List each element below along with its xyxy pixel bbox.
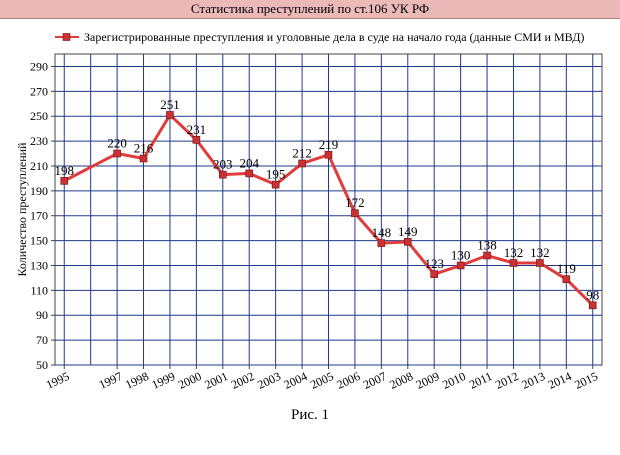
x-tick-label: 2005 <box>308 369 336 392</box>
y-tick-label: 250 <box>30 109 48 123</box>
x-tick-label: 2003 <box>255 369 283 392</box>
x-tick-label: 1998 <box>123 369 151 392</box>
x-tick-label: 2012 <box>493 369 521 392</box>
data-label: 231 <box>187 122 207 137</box>
data-label: 198 <box>54 163 74 178</box>
data-point <box>245 169 254 178</box>
data-point <box>377 239 386 247</box>
data-point <box>483 251 491 260</box>
y-axis-label: Количество преступлений <box>15 142 29 277</box>
line-chart: 50 70 90 110 130 150 170 190 210 230 250 270 290 1995… <box>15 30 603 392</box>
x-tick-label: 2011 <box>467 369 494 392</box>
y-tick-label: 270 <box>30 84 48 98</box>
figure-caption: Рис. 1 <box>290 407 330 423</box>
legend-label: Зарегистрированные преступления и уголов… <box>84 30 584 44</box>
chart-title: Статистика преступлений по ст.106 УК РФ <box>190 1 430 16</box>
x-tick-label: 2014 <box>546 369 574 392</box>
x-tick-label: 2009 <box>414 369 442 392</box>
data-point <box>351 209 359 218</box>
data-point <box>271 180 280 189</box>
data-label: 98 <box>586 287 599 302</box>
data-point <box>509 259 518 267</box>
data-point <box>60 177 69 185</box>
data-label: 251 <box>160 97 180 112</box>
y-tick-label: 290 <box>30 59 48 73</box>
y-tick-label: 70 <box>36 333 48 347</box>
data-label: 204 <box>239 155 259 170</box>
chart-title-bar: Статистика преступлений по ст.106 УК РФ <box>0 0 620 19</box>
x-tick-label: 2010 <box>440 369 468 392</box>
y-tick-label: 90 <box>36 308 48 322</box>
data-point <box>298 159 306 168</box>
x-tick-label: 1997 <box>97 369 125 392</box>
data-label: 130 <box>451 247 471 262</box>
data-point <box>139 154 148 163</box>
y-tick-label: 190 <box>30 184 48 198</box>
data-point <box>166 111 174 119</box>
data-label: 172 <box>345 195 365 210</box>
y-tick-label: 130 <box>30 258 48 272</box>
x-tick-label: 1999 <box>150 369 178 392</box>
x-tick-label: 2015 <box>572 369 600 392</box>
data-point <box>562 275 571 283</box>
data-label: 195 <box>266 167 286 182</box>
y-tick-label: 150 <box>30 234 48 248</box>
data-point <box>324 150 333 159</box>
data-point <box>192 136 201 144</box>
data-label: 220 <box>107 136 127 151</box>
data-point <box>113 149 121 158</box>
x-tick-label: 2002 <box>229 369 257 392</box>
series-line <box>63 113 594 307</box>
data-label: 132 <box>530 245 550 260</box>
data-label: 212 <box>292 145 312 160</box>
x-tick-label: 2013 <box>520 369 548 392</box>
y-tick-label: 50 <box>36 358 48 372</box>
data-label: 148 <box>372 225 392 240</box>
data-label: 219 <box>319 137 339 152</box>
x-tick-label: 2001 <box>202 369 230 392</box>
data-label: 203 <box>213 157 233 172</box>
x-tick-label: 2000 <box>176 369 204 392</box>
x-tick-label: 2004 <box>282 369 310 392</box>
x-tick-label: 2006 <box>335 369 363 392</box>
legend-marker <box>62 33 71 41</box>
data-point <box>588 301 597 310</box>
data-label: 132 <box>504 245 524 260</box>
data-label: 119 <box>557 261 576 276</box>
x-tick-label: 1995 <box>44 369 72 392</box>
data-label: 216 <box>134 140 154 155</box>
x-tick-label: 2007 <box>361 369 389 392</box>
data-label: 149 <box>398 224 418 239</box>
data-point <box>536 259 544 267</box>
y-tick-label: 210 <box>30 159 48 173</box>
x-tick-label: 2008 <box>387 369 415 392</box>
data-point <box>430 270 439 278</box>
data-point <box>218 170 227 179</box>
y-tick-label: 110 <box>30 283 48 297</box>
data-point <box>456 261 465 270</box>
data-label: 123 <box>424 256 444 271</box>
data-label: 138 <box>477 238 497 253</box>
y-tick-label: 170 <box>30 209 48 223</box>
data-point <box>403 238 412 246</box>
y-tick-label: 230 <box>30 134 48 148</box>
